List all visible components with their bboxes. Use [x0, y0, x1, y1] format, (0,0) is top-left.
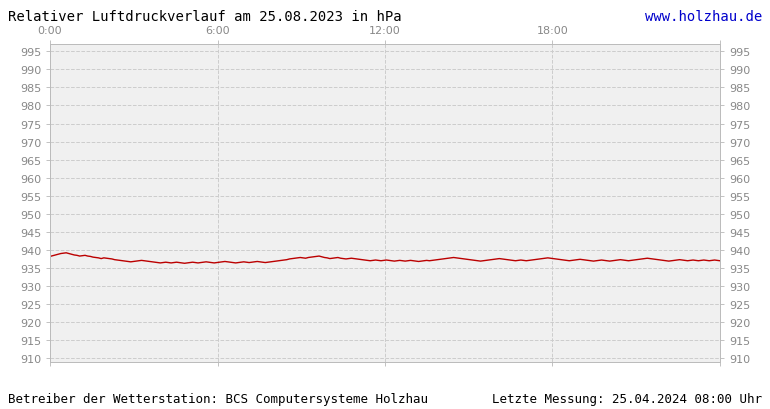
- Text: www.holzhau.de: www.holzhau.de: [645, 10, 762, 24]
- Text: Letzte Messung: 25.04.2024 08:00 Uhr: Letzte Messung: 25.04.2024 08:00 Uhr: [492, 392, 762, 405]
- Text: Relativer Luftdruckverlauf am 25.08.2023 in hPa: Relativer Luftdruckverlauf am 25.08.2023…: [8, 10, 401, 24]
- Text: Betreiber der Wetterstation: BCS Computersysteme Holzhau: Betreiber der Wetterstation: BCS Compute…: [8, 392, 427, 405]
